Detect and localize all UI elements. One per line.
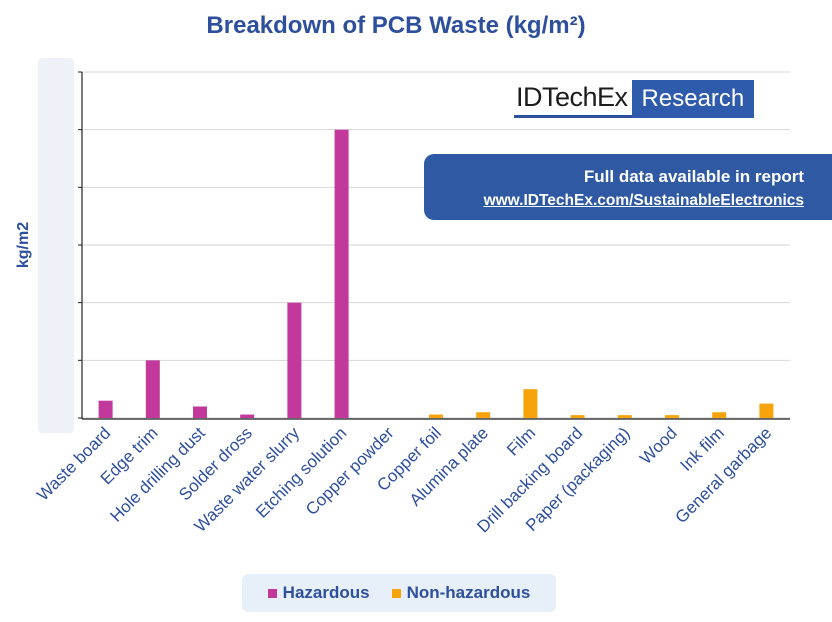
legend-label-hazardous: Hazardous [282,583,370,602]
banner-text: Full data available in report [583,167,804,186]
bar-waste-board [98,400,113,418]
bar-wood [665,415,679,418]
bar-copper-foil [429,414,443,418]
logo-research-text: Research [631,80,755,118]
x-tick-label: Film [503,423,539,459]
chart-title: Breakdown of PCB Waste (kg/m²) [206,12,586,39]
x-tick-label: Waste board [33,423,114,504]
bar-paper-packaging [617,415,632,418]
bar-drill-backing-board [570,415,585,418]
bar-alumina-plate [476,412,491,418]
legend-swatch-non-hazardous [391,588,401,598]
report-banner: Full data available in report www.IDTech… [424,154,832,220]
idtechex-research-logo: IDTechEx Research [514,80,755,118]
axes [78,71,790,420]
y-tick-label-area [38,58,74,433]
legend-swatch-hazardous [267,588,277,598]
x-tick-label: Wood [636,423,681,468]
bar-general-garbage [759,403,774,418]
bar-etching-solution [334,129,349,418]
logo-brand-text: IDTechEx [514,80,632,118]
bar-ink-film [712,412,727,418]
legend-item-hazardous: Hazardous [267,583,370,603]
bars [98,129,774,418]
report-link[interactable]: www.IDTechEx.com/SustainableElectronics [483,192,804,209]
bar-hole-drilling-dust [193,406,207,418]
y-axis-label: kg/m2 [15,222,32,268]
legend-label-non-hazardous: Non-hazardous [406,583,531,602]
bar-solder-dross [240,414,255,418]
chart-legend: Hazardous Non-hazardous [242,574,556,612]
legend-item-non-hazardous: Non-hazardous [391,583,531,603]
bar-edge-trim [145,360,160,418]
bar-film [523,389,538,418]
bar-waste-water-slurry [287,302,302,418]
